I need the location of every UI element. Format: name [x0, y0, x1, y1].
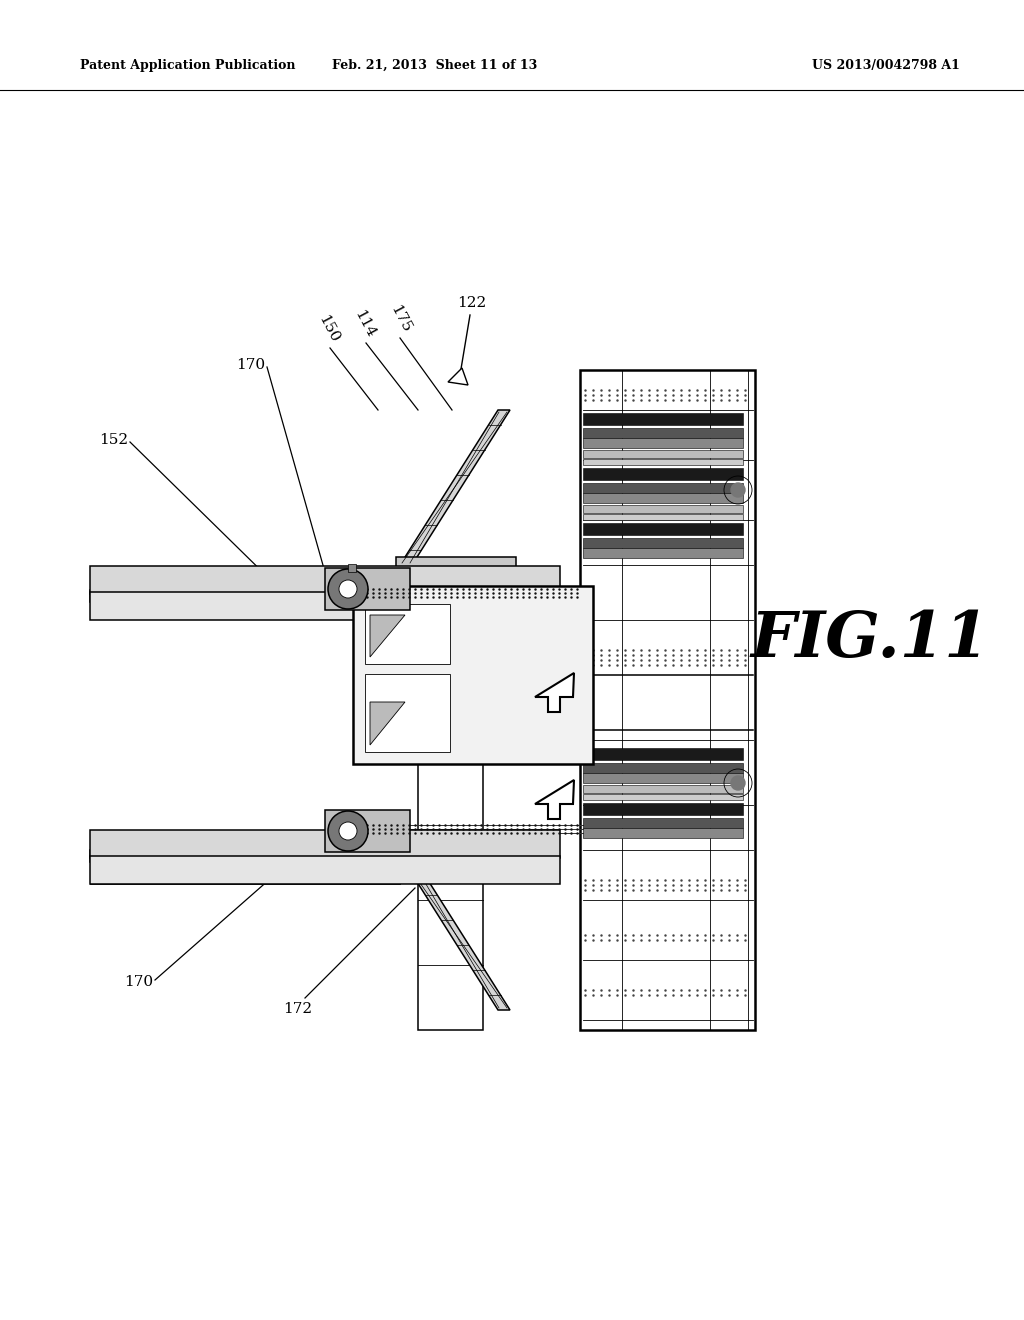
- Bar: [325, 810, 410, 851]
- Text: 150: 150: [315, 313, 341, 345]
- Bar: [353, 586, 593, 764]
- Bar: [365, 675, 450, 752]
- Bar: [583, 483, 743, 492]
- Bar: [90, 591, 560, 620]
- Text: Patent Application Publication: Patent Application Publication: [80, 58, 296, 71]
- Polygon shape: [400, 411, 510, 565]
- Bar: [90, 855, 560, 884]
- Text: 172: 172: [284, 1002, 312, 1016]
- Circle shape: [731, 483, 745, 498]
- Circle shape: [339, 822, 357, 840]
- Bar: [396, 850, 516, 865]
- Text: US 2013/0042798 A1: US 2013/0042798 A1: [812, 58, 961, 71]
- Text: FIG.11: FIG.11: [751, 610, 989, 671]
- Polygon shape: [370, 615, 406, 657]
- Bar: [418, 570, 483, 1030]
- Text: 175: 175: [387, 302, 413, 335]
- Bar: [583, 459, 743, 465]
- Polygon shape: [370, 702, 406, 744]
- Circle shape: [328, 569, 368, 609]
- Bar: [583, 413, 743, 425]
- Bar: [90, 566, 560, 594]
- Text: 170: 170: [236, 358, 265, 372]
- Bar: [365, 605, 450, 664]
- Polygon shape: [535, 780, 574, 818]
- Bar: [583, 539, 743, 548]
- Text: 122: 122: [458, 296, 486, 310]
- Bar: [580, 370, 755, 1030]
- Circle shape: [339, 579, 357, 598]
- Bar: [583, 523, 743, 535]
- Bar: [583, 513, 743, 520]
- Bar: [325, 568, 410, 610]
- Bar: [583, 803, 743, 814]
- Circle shape: [328, 810, 368, 851]
- Polygon shape: [400, 855, 510, 1010]
- Text: 114: 114: [352, 308, 378, 341]
- Bar: [583, 795, 743, 800]
- Bar: [583, 469, 743, 480]
- Bar: [396, 557, 516, 572]
- Bar: [583, 748, 743, 760]
- Circle shape: [731, 776, 745, 789]
- Bar: [583, 438, 743, 447]
- Bar: [348, 564, 356, 572]
- Bar: [583, 763, 743, 774]
- Text: 170: 170: [124, 975, 153, 989]
- Text: Feb. 21, 2013  Sheet 11 of 13: Feb. 21, 2013 Sheet 11 of 13: [333, 58, 538, 71]
- Text: 152: 152: [99, 433, 128, 447]
- Bar: [583, 828, 743, 838]
- Bar: [583, 818, 743, 828]
- Bar: [90, 830, 560, 858]
- Polygon shape: [449, 368, 468, 385]
- Bar: [583, 785, 743, 793]
- Bar: [583, 450, 743, 458]
- Bar: [583, 548, 743, 558]
- Bar: [583, 774, 743, 783]
- Bar: [583, 506, 743, 513]
- Bar: [583, 428, 743, 438]
- Bar: [90, 850, 330, 862]
- Bar: [583, 492, 743, 503]
- Polygon shape: [535, 673, 574, 711]
- Bar: [90, 590, 330, 602]
